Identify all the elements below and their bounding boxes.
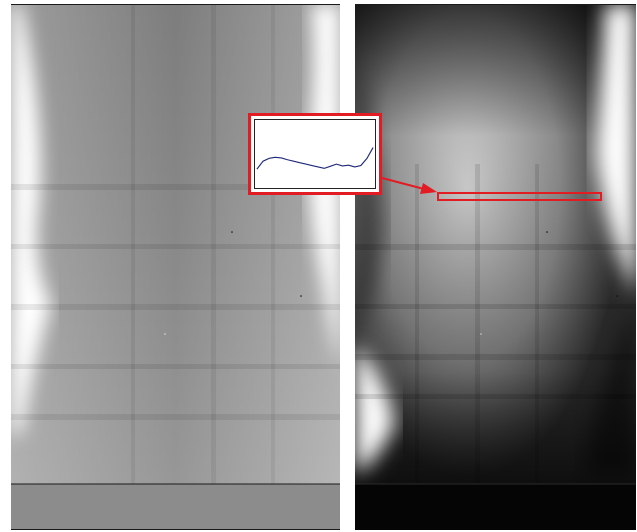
right-bright-edge — [595, 4, 636, 294]
intensity-profile-inset — [248, 113, 382, 195]
right-xray-panel — [355, 4, 636, 530]
right-xray-image — [355, 4, 636, 530]
left-top-border — [11, 4, 340, 5]
left-bottom-border — [11, 529, 340, 530]
intensity-profile-line — [256, 147, 374, 170]
region-of-interest-rect — [437, 192, 602, 201]
left-bottom-strip — [11, 484, 340, 530]
left-bright-edge — [355, 344, 395, 474]
left-xray-panel — [11, 4, 340, 530]
left-bright-edge — [11, 4, 51, 434]
profile-plot — [256, 147, 374, 170]
right-top-border — [355, 4, 636, 5]
left-xray-image — [11, 4, 340, 530]
right-bottom-strip — [355, 484, 636, 530]
inset-frame — [254, 119, 376, 189]
